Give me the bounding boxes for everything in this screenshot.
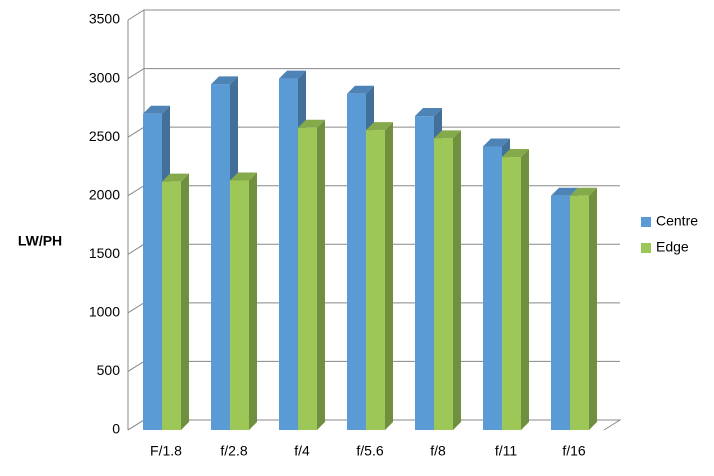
legend-label: Edge [656,239,689,255]
bar-top [366,122,393,131]
x-tick-label: f/11 [495,443,518,459]
bar-top [298,119,325,128]
bar [366,130,385,430]
bar [298,127,317,431]
grid-line [127,9,620,21]
bar-top [434,130,461,139]
bar-side [249,172,257,430]
x-tick-label: f/8 [430,443,446,459]
bar-side [521,149,529,431]
legend-swatch [641,217,651,227]
bar [211,84,230,430]
bar [483,146,502,430]
bar-top [347,85,374,94]
y-tick-label: 1500 [89,245,120,261]
y-tick-label: 2000 [89,186,120,202]
bar [415,116,434,431]
bar-top [502,149,529,158]
bar-top [483,138,510,147]
bar [502,157,521,431]
bar-top [143,105,170,114]
y-tick-label: 500 [97,362,121,378]
y-tick-label: 0 [112,421,120,437]
bar-side [181,173,189,430]
bar-side [453,130,461,431]
x-tick-label: f/5.6 [356,443,383,459]
y-tick-label: 2500 [89,128,120,144]
bar-top [230,172,257,181]
bar-top [211,76,238,85]
x-tick-label: f/2.8 [220,443,247,459]
y-tick-label: 3000 [89,69,120,85]
x-tick-label: F/1.8 [150,443,182,459]
bar [570,195,589,430]
x-tick-label: f/16 [562,443,586,459]
bar [230,180,249,430]
bar-side [317,119,325,431]
bar [551,195,570,430]
bar [434,138,453,431]
bar-side [589,187,597,430]
bar-top [570,187,597,196]
x-tick-label: f/4 [294,443,310,459]
bar [162,181,181,430]
bar-top [415,108,442,117]
bar [143,113,162,430]
y-tick-label: 3500 [89,11,120,27]
grid-line [127,68,620,79]
legend-label: Centre [656,213,698,229]
bar [347,93,366,431]
y-tick-label: 1000 [89,304,120,320]
bar-side [385,122,393,430]
y-axis-label: LW/PH [18,233,62,249]
bar-top [162,173,189,182]
bar [279,78,298,431]
bar-top [551,187,578,196]
bar-top [279,70,306,79]
legend-swatch [641,243,651,253]
